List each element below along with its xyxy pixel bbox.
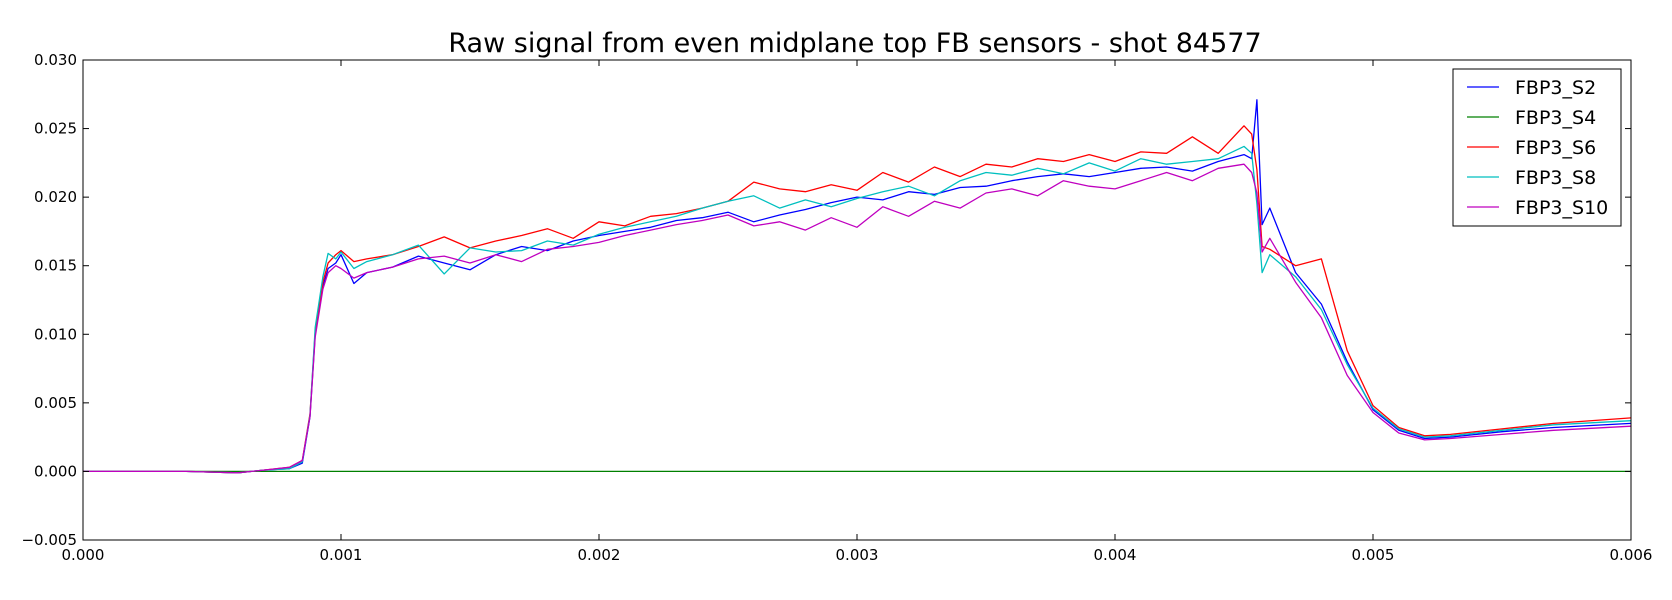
series-line-fbp3-s6: [83, 125, 1632, 474]
legend-label: FBP3_S4: [1515, 107, 1596, 129]
y-tick-label: 0.030: [34, 51, 77, 69]
legend-label: FBP3_S6: [1515, 137, 1596, 159]
legend-label: FBP3_S10: [1515, 197, 1608, 219]
x-tick-label: 0.004: [1094, 546, 1137, 564]
y-tick-label: 0.020: [34, 188, 77, 206]
legend: FBP3_S2 FBP3_S4 FBP3_S6 FBP3_S8 FBP3_S10: [1452, 68, 1622, 227]
x-tick-label: 0.003: [836, 546, 879, 564]
legend-label: FBP3_S2: [1515, 77, 1596, 99]
series-line-fbp3-s8: [83, 145, 1632, 474]
series-line-fbp3-s10: [83, 163, 1632, 474]
axis-ticks: 0.000 0.001 0.002 0.003 0.004 0.005 0.006 −0.00…: [21, 51, 1652, 564]
x-tick-label: 0.006: [1610, 546, 1653, 564]
series-layer: [83, 99, 1632, 474]
y-tick-label: 0.015: [34, 257, 77, 275]
x-tick-label: 0.000: [62, 546, 105, 564]
y-tick-label: 0.010: [34, 325, 77, 343]
plot-frame: [82, 59, 1632, 541]
y-tick-label: −0.005: [21, 531, 77, 549]
y-tick-label: 0.025: [34, 120, 77, 138]
x-tick-label: 0.001: [320, 546, 363, 564]
series-line-fbp3-s2: [83, 99, 1632, 474]
y-tick-label: 0.000: [34, 462, 77, 480]
legend-label: FBP3_S8: [1515, 167, 1596, 189]
x-tick-label: 0.005: [1352, 546, 1395, 564]
y-tick-label: 0.005: [34, 394, 77, 412]
x-tick-label: 0.002: [578, 546, 621, 564]
chart-title: Raw signal from even midplane top FB sen…: [448, 28, 1261, 59]
